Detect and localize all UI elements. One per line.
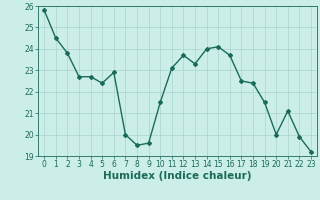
X-axis label: Humidex (Indice chaleur): Humidex (Indice chaleur) bbox=[103, 171, 252, 181]
